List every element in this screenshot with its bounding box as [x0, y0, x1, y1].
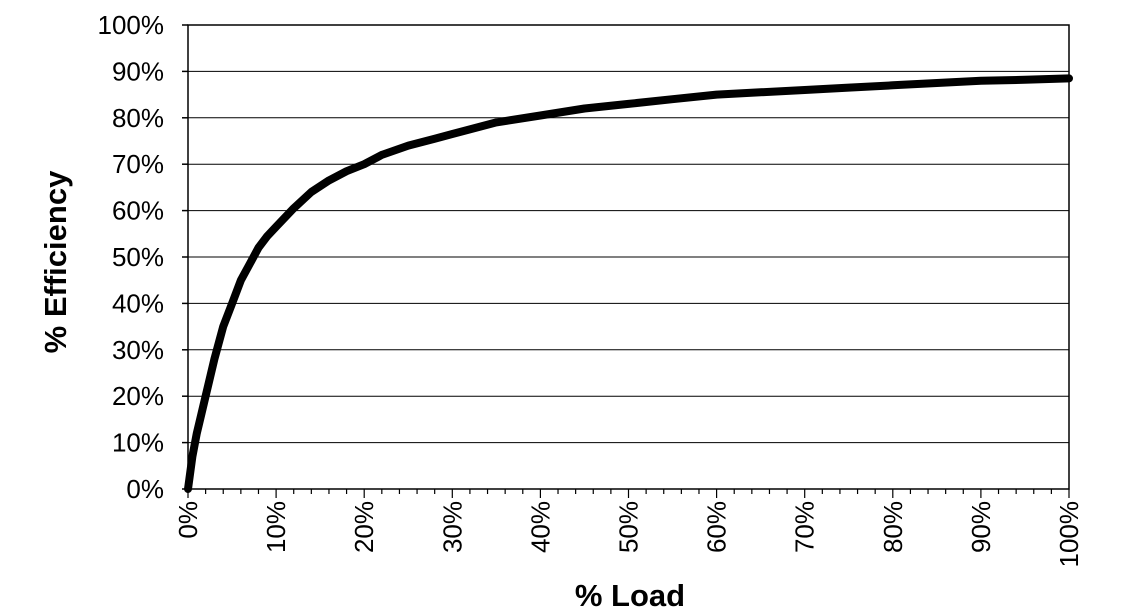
- x-tick-label: 50%: [614, 501, 644, 553]
- y-tick-label: 90%: [112, 56, 164, 86]
- x-tick-label: 20%: [349, 501, 379, 553]
- y-tick-label: 50%: [112, 242, 164, 272]
- y-tick-label: 100%: [98, 10, 165, 40]
- efficiency-curve: [184, 74, 1073, 493]
- x-axis-title: % Load: [575, 578, 685, 613]
- grid-lines: [188, 70, 1069, 444]
- y-tick-label: 80%: [112, 103, 164, 133]
- y-tick-label: 60%: [112, 196, 164, 226]
- x-tick-label: 10%: [261, 501, 291, 553]
- x-tick-label: 70%: [790, 501, 820, 553]
- y-tick-label: 70%: [112, 149, 164, 179]
- x-tick-label: 90%: [966, 501, 996, 553]
- x-tick-label: 30%: [437, 501, 467, 553]
- y-tick-label: 20%: [112, 381, 164, 411]
- x-tick-label: 60%: [702, 501, 732, 553]
- y-tick-label: 40%: [112, 288, 164, 318]
- x-tick-label: 80%: [878, 501, 908, 553]
- y-tick-label: 0%: [126, 474, 164, 504]
- y-tick-label: 10%: [112, 428, 164, 458]
- y-tick-label: 30%: [112, 335, 164, 365]
- x-axis-ticks: 0% 10% 20% 30% 40% 50% 60% 70% 80% 90% 100%: [173, 489, 1084, 568]
- x-tick-label: 0%: [173, 501, 203, 539]
- y-axis-ticks: 0% 10% 20% 30% 40% 50% 60% 70% 80% 90% 100%: [98, 10, 188, 504]
- series-layer: [184, 74, 1073, 493]
- x-tick-label: 100%: [1054, 501, 1084, 568]
- x-tick-label: 40%: [525, 501, 555, 553]
- y-axis-title: % Efficiency: [38, 170, 73, 353]
